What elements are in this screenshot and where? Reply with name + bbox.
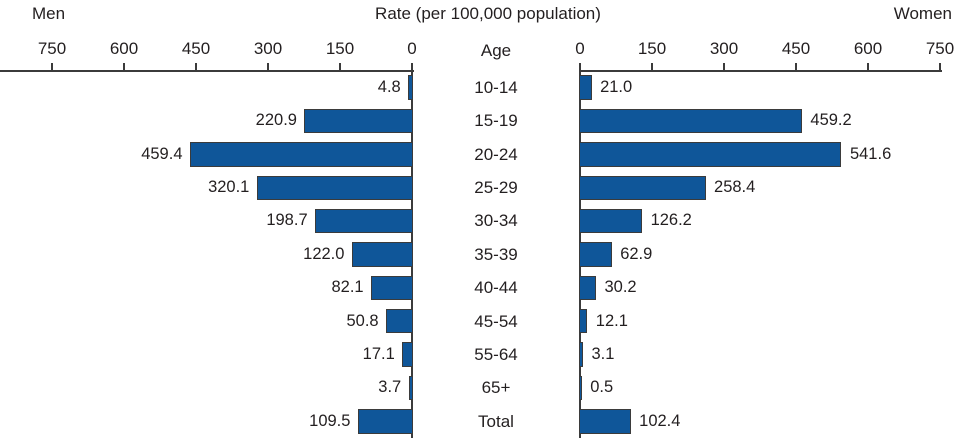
men-axis-tick [51,63,53,70]
men-value-label: 122.0 [303,244,345,263]
men-bar [402,342,414,367]
women-bar [578,409,631,434]
women-axis-tick [651,63,653,70]
age-category-label: Total [478,411,514,431]
men-value-label: 50.8 [346,311,379,330]
women-bar [578,208,643,234]
women-axis-line [579,70,942,72]
women-value-label: 541.6 [849,144,892,163]
women-bar [578,275,596,301]
age-category-label: 20-24 [474,144,518,164]
women-axis-tick [939,63,941,70]
age-category-label: 65+ [481,378,511,398]
men-axis-tick [339,63,341,70]
women-bar [578,108,802,134]
men-bar [357,409,414,434]
women-bar [578,308,588,334]
women-axis-tick-label: 600 [853,39,883,58]
men-value-label: 17.1 [362,344,395,363]
women-axis-tick [579,63,581,70]
age-category-label: 10-14 [474,78,518,97]
men-value-label: 320.1 [208,178,250,197]
women-value-label: 0.5 [590,378,614,397]
men-axis-line [0,70,414,72]
women-value-label: 126.2 [650,211,692,230]
men-axis-tick [195,63,197,70]
women-value-label: 30.2 [604,278,637,297]
age-column-header: Age [480,41,512,60]
men-axis-tick-label: 300 [253,39,283,58]
women-bar [578,342,583,367]
women-axis-tick-label: 300 [709,39,739,58]
men-bar [304,108,414,134]
women-axis-tick [723,63,725,70]
women-axis-tick-label: 750 [925,39,955,58]
women-value-label: 12.1 [595,311,628,330]
men-bar [256,175,414,201]
men-value-label: 82.1 [331,278,364,297]
women-bar [578,75,592,100]
men-value-label: 220.9 [255,111,297,130]
women-series-label: Women [893,4,952,23]
men-series-label: Men [32,4,66,23]
men-axis-tick-label: 600 [109,39,139,58]
women-axis-tick [795,63,797,70]
age-category-label: 25-29 [474,178,518,198]
men-axis-tick [123,63,125,70]
age-category-label: 30-34 [474,211,518,231]
men-value-label: 3.7 [378,378,402,397]
men-bar [315,208,414,234]
men-value-label: 459.4 [141,144,183,163]
men-bar [386,308,414,334]
women-axis-tick [867,63,869,70]
age-category-label: 45-54 [474,311,518,331]
men-axis-tick [411,63,413,70]
age-category-label: 55-64 [474,344,518,364]
men-value-label: 4.8 [377,78,401,96]
women-value-label: 62.9 [620,244,653,263]
women-value-label: 21.0 [600,78,633,96]
age-category-label: 15-19 [474,111,518,131]
women-bar [578,175,706,201]
chart-title: Rate (per 100,000 population) [375,4,601,23]
women-bar [578,242,612,267]
women-value-label: 3.1 [591,344,615,363]
men-axis-tick-label: 750 [37,39,67,58]
women-value-label: 102.4 [639,411,681,430]
men-bar [408,75,414,100]
men-bar [371,275,414,301]
men-bar [351,242,414,267]
women-value-label: 258.4 [714,178,756,197]
men-axis-tick-label: 450 [181,39,211,58]
men-value-label: 198.7 [266,211,308,230]
women-bar [578,142,842,167]
men-axis-tick-label: 150 [325,39,355,58]
men-value-label: 109.5 [309,411,351,430]
women-axis-tick-label: 450 [781,39,811,58]
women-axis-tick-label: 0 [575,39,585,58]
women-bar [578,375,582,401]
women-axis-tick-label: 150 [637,39,667,58]
men-bar [408,375,414,401]
men-axis-tick-label: 0 [407,39,417,58]
men-axis-tick [267,63,269,70]
women-value-label: 459.2 [810,111,852,130]
age-category-label: 40-44 [474,278,518,298]
age-category-label: 35-39 [474,244,518,264]
men-bar [189,142,414,167]
